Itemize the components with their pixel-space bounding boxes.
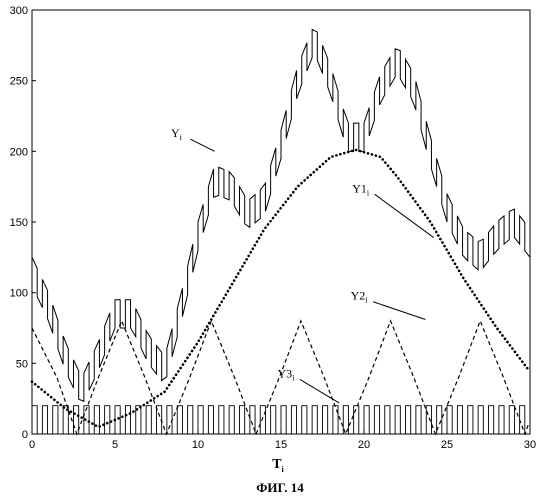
- series-label-y2: Y2i: [351, 289, 369, 305]
- x-tick-label: 20: [358, 439, 370, 451]
- series-label-leader: [190, 139, 214, 151]
- y-tick-label: 250: [10, 76, 28, 88]
- x-tick-label: 5: [112, 439, 118, 451]
- series-y1-line: [32, 150, 528, 427]
- series-label-y: Yi: [171, 126, 183, 142]
- y-tick-label: 100: [10, 288, 28, 300]
- y-tick-label: 50: [16, 358, 28, 370]
- y-tick-label: 200: [10, 146, 28, 158]
- y-tick-label: 300: [10, 5, 28, 17]
- x-tick-label: 10: [192, 439, 204, 451]
- x-tick-label: 25: [441, 439, 453, 451]
- series-label-y1: Y1i: [352, 181, 370, 197]
- x-axis-title: Ti: [272, 457, 284, 474]
- series-label-leader: [373, 302, 425, 320]
- series-label-y3: Y3i: [278, 366, 296, 382]
- series-y3-line: [32, 406, 525, 434]
- x-axis-title-sub: i: [282, 465, 285, 474]
- series-label-leader: [300, 379, 339, 402]
- series-y-line: [32, 29, 530, 401]
- x-tick-label: 30: [524, 439, 536, 451]
- y-tick-label: 150: [10, 217, 28, 229]
- figure-caption: ФИГ. 14: [256, 480, 304, 495]
- series-label-layer: Yi Y1i Y2i Y3i: [171, 126, 434, 403]
- x-tick-label: 15: [275, 439, 287, 451]
- y-tick-label: 0: [22, 429, 28, 441]
- x-tick-label: 0: [29, 439, 35, 451]
